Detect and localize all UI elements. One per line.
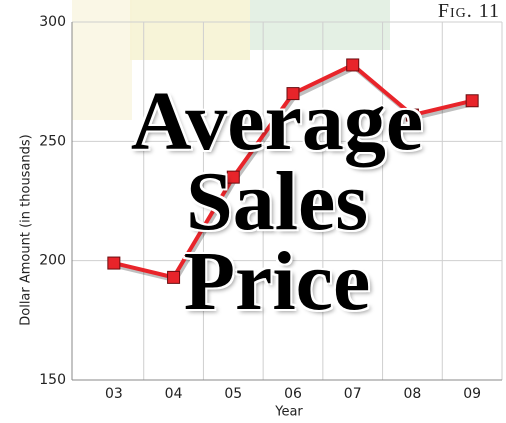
- figure-label: Fig. 11: [437, 0, 500, 22]
- y-tick-label: 300: [39, 14, 66, 30]
- y-tick-label: 150: [39, 372, 66, 388]
- y-axis-label: Dollar Amount (in thousands): [19, 134, 34, 326]
- marker: [167, 270, 181, 284]
- x-tick-label: 03: [105, 386, 123, 402]
- y-tick-label: 200: [39, 253, 66, 269]
- marker: [405, 108, 419, 122]
- x-tick-label: 09: [463, 386, 481, 402]
- x-tick-label: 04: [165, 386, 183, 402]
- chart-title: Average Sales Price: [130, 75, 424, 328]
- y-tick-label: 250: [39, 133, 66, 149]
- x-axis-label: Year: [274, 405, 303, 420]
- x-tick-label: 06: [284, 386, 302, 402]
- x-tick-label: 07: [344, 386, 362, 402]
- background-block: [130, 0, 250, 60]
- marker: [107, 256, 121, 270]
- x-tick-label: 05: [224, 386, 242, 402]
- background-block: [72, 0, 132, 120]
- x-tick-label: 08: [404, 386, 422, 402]
- marker: [465, 94, 479, 108]
- marker: [226, 170, 240, 184]
- marker: [346, 58, 360, 72]
- marker: [286, 87, 300, 101]
- background-block: [250, 0, 390, 50]
